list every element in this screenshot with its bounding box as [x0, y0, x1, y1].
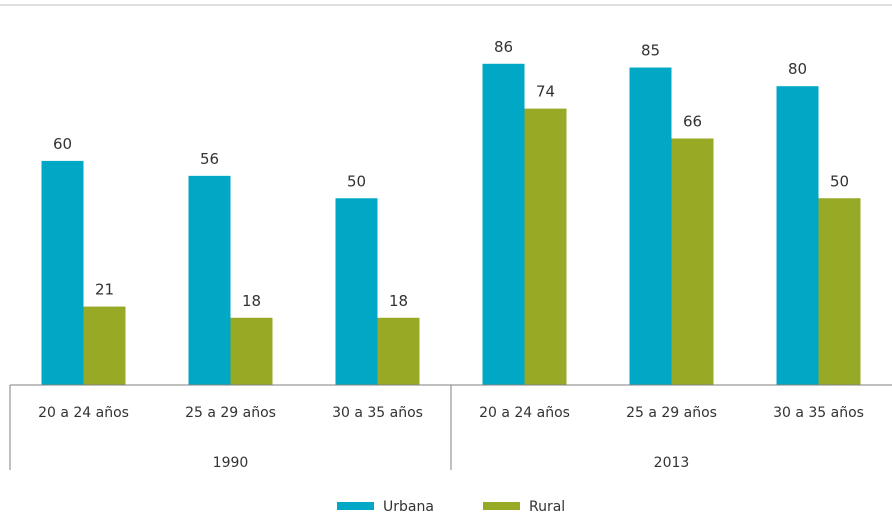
- value-label-2013-1-urbana: 86: [494, 38, 513, 56]
- value-label-1990-3-rural: 18: [389, 292, 408, 310]
- x-tick-label-2013-3: 30 a 35 años: [773, 405, 864, 421]
- value-label-2013-2-urbana: 85: [641, 42, 660, 60]
- value-label-1990-1-urbana: 60: [53, 135, 72, 153]
- bar-1990-2-urbana: [188, 175, 231, 385]
- bar-1990-1-urbana: [41, 160, 84, 385]
- x-tick-label-2013-2: 25 a 29 años: [626, 405, 717, 421]
- value-label-2013-3-urbana: 80: [788, 60, 807, 78]
- x-tick-label-1990-2: 25 a 29 años: [185, 405, 276, 421]
- legend-swatch-urbana: [337, 502, 374, 510]
- bars-layer: 60 21 56 18 50 18 86 74 85 66 80 50: [41, 38, 861, 386]
- bar-1990-3-rural: [377, 317, 420, 385]
- bar-1990-3-urbana: [335, 198, 378, 385]
- legend-swatch-rural: [483, 502, 520, 510]
- group-label-2013: 2013: [654, 455, 690, 471]
- x-tick-label-2013-1: 20 a 24 años: [479, 405, 570, 421]
- bar-2013-3-rural: [818, 198, 861, 385]
- x-tick-label-1990-1: 20 a 24 años: [38, 405, 129, 421]
- value-label-1990-2-rural: 18: [242, 292, 261, 310]
- value-label-1990-3-urbana: 50: [347, 172, 366, 190]
- value-label-2013-3-rural: 50: [830, 172, 849, 190]
- bar-2013-1-urbana: [482, 63, 525, 385]
- legend: Urbana Rural: [337, 499, 565, 515]
- legend-label-urbana: Urbana: [383, 499, 434, 515]
- bar-1990-1-rural: [83, 306, 126, 385]
- bar-2013-2-rural: [671, 138, 714, 385]
- value-label-2013-1-rural: 74: [536, 83, 555, 101]
- x-tick-label-1990-3: 30 a 35 años: [332, 405, 423, 421]
- bar-2013-2-urbana: [629, 67, 672, 386]
- group-label-1990: 1990: [213, 455, 249, 471]
- value-label-2013-2-rural: 66: [683, 112, 702, 130]
- value-label-1990-2-urbana: 56: [200, 150, 219, 168]
- legend-label-rural: Rural: [529, 499, 565, 515]
- bar-2013-3-urbana: [776, 86, 819, 385]
- value-label-1990-1-rural: 21: [95, 281, 114, 299]
- x-axis: 20 a 24 años 25 a 29 años 30 a 35 años 1990…: [9, 384, 892, 471]
- bar-1990-2-rural: [230, 317, 273, 385]
- bar-2013-1-rural: [524, 108, 567, 386]
